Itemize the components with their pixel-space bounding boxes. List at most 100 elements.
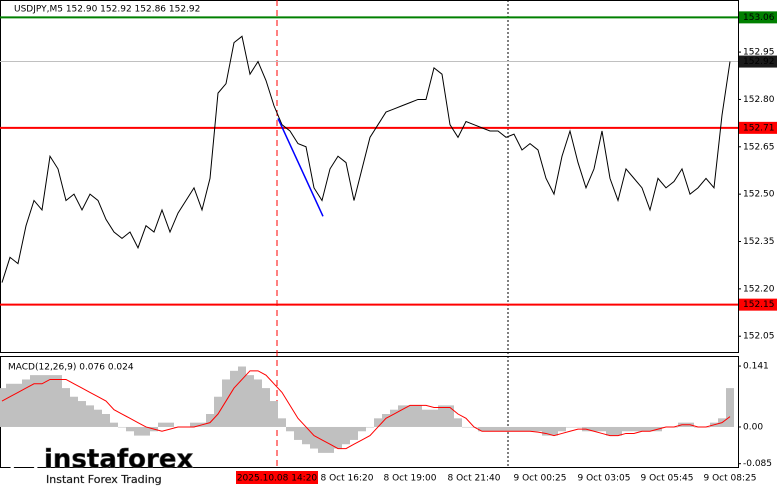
current-price-box xyxy=(739,55,777,68)
macd-bar xyxy=(206,414,214,427)
macd-bar xyxy=(606,426,614,436)
price-title: USDJPY,M5 152.90 152.92 152.86 152.92 xyxy=(14,5,200,15)
macd-bar xyxy=(486,426,494,432)
macd-bar xyxy=(438,405,446,427)
macd-bar xyxy=(102,414,110,427)
macd-bar xyxy=(302,426,310,445)
macd-bar xyxy=(542,426,550,436)
macd-bar xyxy=(254,379,262,427)
level-label: 152.15 xyxy=(743,300,775,310)
macd-bar xyxy=(518,426,526,432)
macd-bar xyxy=(414,405,422,427)
macd-bar xyxy=(494,426,502,432)
x-tick-label: 8 Oct 19:00 xyxy=(384,474,437,484)
macd-bar xyxy=(574,426,582,428)
macd-bar xyxy=(86,405,94,427)
macd-bar xyxy=(366,426,374,428)
y-tick-label: 152.20 xyxy=(743,284,775,294)
macd-bar xyxy=(110,422,118,427)
macd-bar xyxy=(158,422,166,427)
macd-bar xyxy=(270,401,278,427)
macd-title: MACD(12,26,9) 0.076 0.024 xyxy=(8,363,134,373)
macd-bar xyxy=(142,426,150,436)
level-box xyxy=(739,121,777,134)
signal-line xyxy=(1,370,731,450)
y-tick-label: 152.05 xyxy=(743,332,775,342)
macd-bar xyxy=(558,426,566,432)
y-tick-label: 0.00 xyxy=(743,422,763,432)
macd-bar xyxy=(262,388,270,427)
x-tick-label: 9 Oct 03:05 xyxy=(578,474,631,484)
macd-bar xyxy=(358,426,366,432)
macd-bar xyxy=(638,426,646,432)
macd-bar xyxy=(630,426,638,432)
macd-bar xyxy=(350,426,358,440)
y-tick-label: 152.50 xyxy=(743,190,775,200)
macd-bar xyxy=(78,401,86,427)
macd-bar xyxy=(62,388,70,427)
macd-bar xyxy=(726,388,734,427)
logo-icon xyxy=(9,447,39,477)
brand-tagline: Instant Forex Trading xyxy=(46,473,162,486)
macd-bar xyxy=(462,426,470,428)
macd-bar xyxy=(590,426,598,432)
price-frame xyxy=(0,0,739,353)
macd-bar xyxy=(214,396,222,427)
y-tick-label: -0.085 xyxy=(743,459,772,469)
macd-bar xyxy=(382,414,390,427)
macd-bar xyxy=(390,409,398,427)
macd-bar xyxy=(230,370,238,427)
macd-bar xyxy=(430,409,438,427)
current-price-label: 152.92 xyxy=(743,57,775,67)
macd-bar xyxy=(118,426,126,428)
level-label: 153.06 xyxy=(743,13,775,23)
level-label: 152.71 xyxy=(743,123,775,133)
level-box xyxy=(739,11,777,24)
y-tick-label: 152.80 xyxy=(743,95,775,105)
macd-bar xyxy=(286,426,294,432)
x-tick-label: 9 Oct 05:45 xyxy=(641,474,694,484)
price-line xyxy=(1,35,731,283)
macd-bar xyxy=(222,379,230,427)
macd-bar xyxy=(166,422,174,427)
macd-bar xyxy=(622,426,630,432)
macd-bar xyxy=(6,383,14,427)
macd-bar xyxy=(534,426,542,432)
macd-bar xyxy=(294,426,302,440)
macd-bar xyxy=(134,426,142,436)
time-marker-label: 2025.10.08 14:20 xyxy=(237,474,318,484)
x-tick-label: 9 Oct 08:25 xyxy=(704,474,757,484)
macd-bar xyxy=(14,383,22,427)
macd-bar xyxy=(342,426,350,445)
trend-line xyxy=(277,118,324,217)
macd-bar xyxy=(238,366,246,427)
x-tick-label: 9 Oct 00:25 xyxy=(514,474,567,484)
macd-bar xyxy=(190,422,198,427)
macd-bar xyxy=(446,405,454,427)
macd-bar xyxy=(0,388,6,427)
macd-bar xyxy=(646,426,654,432)
macd-bar xyxy=(334,426,342,449)
y-tick-label: 0.141 xyxy=(743,362,769,372)
macd-bar xyxy=(38,375,46,427)
macd-bar xyxy=(30,375,38,427)
macd-bar xyxy=(566,426,574,428)
y-tick-label: 152.65 xyxy=(743,142,775,152)
macd-bar xyxy=(614,426,622,436)
macd-bar xyxy=(310,426,318,449)
x-tick-label: 8 Oct 16:20 xyxy=(321,474,374,484)
macd-bar xyxy=(278,418,286,427)
y-tick-label: 152.95 xyxy=(743,48,775,58)
macd-bar xyxy=(502,426,510,432)
macd-bar xyxy=(70,396,78,427)
macd-bar xyxy=(126,426,134,432)
y-tick-label: 152.35 xyxy=(743,237,775,247)
macd-bar xyxy=(326,426,334,453)
x-tick-label: 8 Oct 21:40 xyxy=(448,474,501,484)
macd-bar xyxy=(374,418,382,427)
macd-bar xyxy=(550,426,558,436)
macd-bar xyxy=(422,409,430,427)
brand-name: instaforex xyxy=(44,445,194,475)
